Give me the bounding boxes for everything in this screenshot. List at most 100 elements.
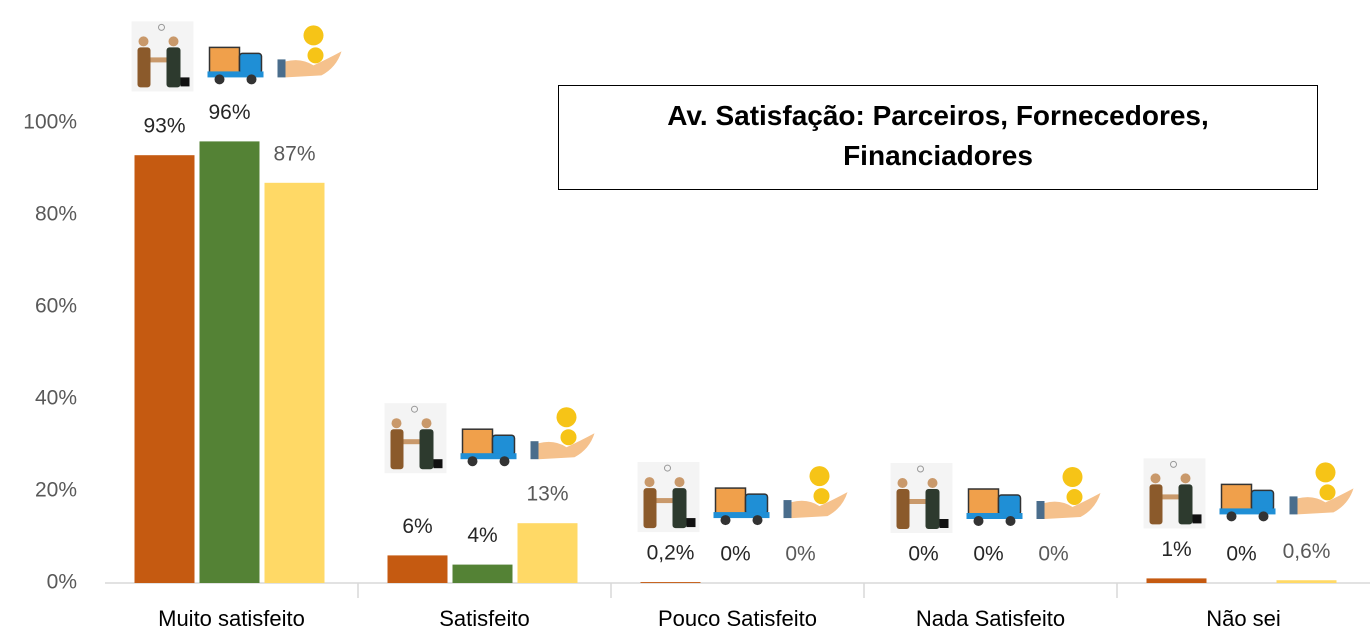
data-label: 0%	[785, 543, 815, 566]
icon	[1258, 511, 1269, 522]
bar	[387, 555, 448, 583]
icon	[1066, 489, 1083, 505]
data-label: 0%	[1226, 543, 1256, 566]
icon	[556, 407, 577, 428]
bar	[640, 582, 701, 583]
icon	[1226, 511, 1237, 522]
data-label: 6%	[402, 515, 432, 538]
icon	[168, 36, 179, 47]
icon	[1150, 473, 1161, 484]
chart-title: Av. Satisfação: Parceiros, Fornecedores,…	[558, 85, 1318, 190]
icon	[1289, 496, 1298, 515]
y-tick-label: 0%	[47, 571, 77, 594]
icon	[285, 51, 342, 78]
icon	[656, 498, 673, 504]
data-label: 93%	[143, 115, 185, 138]
icon	[813, 488, 830, 505]
bar	[264, 182, 325, 584]
icon	[1005, 516, 1016, 526]
data-label: 1%	[1161, 538, 1191, 561]
y-tick-label: 100%	[23, 111, 77, 134]
icon	[744, 493, 769, 515]
data-label: 96%	[208, 101, 250, 124]
icon	[460, 453, 517, 460]
icon	[664, 464, 671, 472]
icon	[1178, 484, 1193, 525]
icon	[720, 515, 731, 526]
data-label: 0%	[720, 543, 750, 566]
y-tick-label: 40%	[35, 387, 77, 410]
icon-group	[1143, 458, 1354, 529]
icon	[897, 478, 908, 488]
data-label: 4%	[467, 524, 497, 547]
icon	[939, 519, 949, 528]
icon	[138, 36, 149, 47]
icon	[714, 487, 747, 515]
icon	[1319, 484, 1336, 501]
data-label: 0,6%	[1283, 540, 1331, 563]
data-label: 13%	[526, 483, 568, 506]
icon	[1192, 514, 1202, 524]
data-label: 0%	[1038, 543, 1068, 566]
icon	[1170, 460, 1177, 468]
icon	[491, 434, 516, 456]
icon	[674, 477, 685, 488]
x-tick-label: Nada Satisfeito	[916, 606, 1065, 631]
icon	[391, 418, 402, 429]
icon	[672, 488, 687, 529]
icon	[238, 52, 263, 75]
icon	[686, 518, 696, 528]
bar	[199, 141, 260, 583]
icon	[643, 488, 657, 529]
icon	[277, 59, 286, 78]
icon	[1036, 501, 1045, 519]
icon	[713, 512, 770, 519]
icon-group	[384, 403, 595, 474]
icon	[461, 428, 494, 456]
icon	[530, 441, 539, 460]
icon	[644, 477, 655, 488]
icon	[303, 25, 324, 46]
icon	[809, 466, 830, 487]
icon	[967, 488, 1000, 516]
icon	[966, 513, 1023, 519]
icon-group	[131, 21, 342, 92]
icon	[246, 74, 257, 85]
bar	[517, 523, 578, 583]
data-label: 87%	[273, 142, 315, 165]
icon	[1044, 493, 1101, 519]
icon-group	[637, 462, 848, 533]
icon	[997, 494, 1022, 516]
x-tick-label: Não sei	[1206, 606, 1281, 631]
icon	[433, 459, 443, 469]
icon	[538, 433, 595, 460]
icon	[927, 478, 938, 488]
icon	[208, 46, 241, 75]
y-tick-label: 60%	[35, 295, 77, 318]
icon	[1180, 473, 1191, 484]
icon	[1315, 462, 1336, 483]
data-label: 0%	[908, 543, 938, 566]
icon	[783, 500, 792, 519]
icon	[973, 516, 984, 526]
icon	[307, 47, 324, 64]
icon	[390, 429, 404, 470]
icon	[896, 489, 910, 529]
icon	[1149, 484, 1163, 525]
icon	[925, 489, 940, 529]
y-tick-label: 20%	[35, 479, 77, 502]
icon	[421, 418, 432, 429]
icon	[411, 405, 418, 413]
icon	[419, 429, 434, 470]
x-tick-label: Satisfeito	[439, 606, 530, 631]
y-tick-label: 80%	[35, 203, 77, 226]
icon	[467, 456, 478, 467]
icon	[752, 515, 763, 526]
icon	[207, 71, 264, 78]
icon	[214, 74, 225, 85]
icon	[1062, 467, 1083, 487]
icon	[917, 465, 924, 473]
icon	[1297, 488, 1354, 515]
